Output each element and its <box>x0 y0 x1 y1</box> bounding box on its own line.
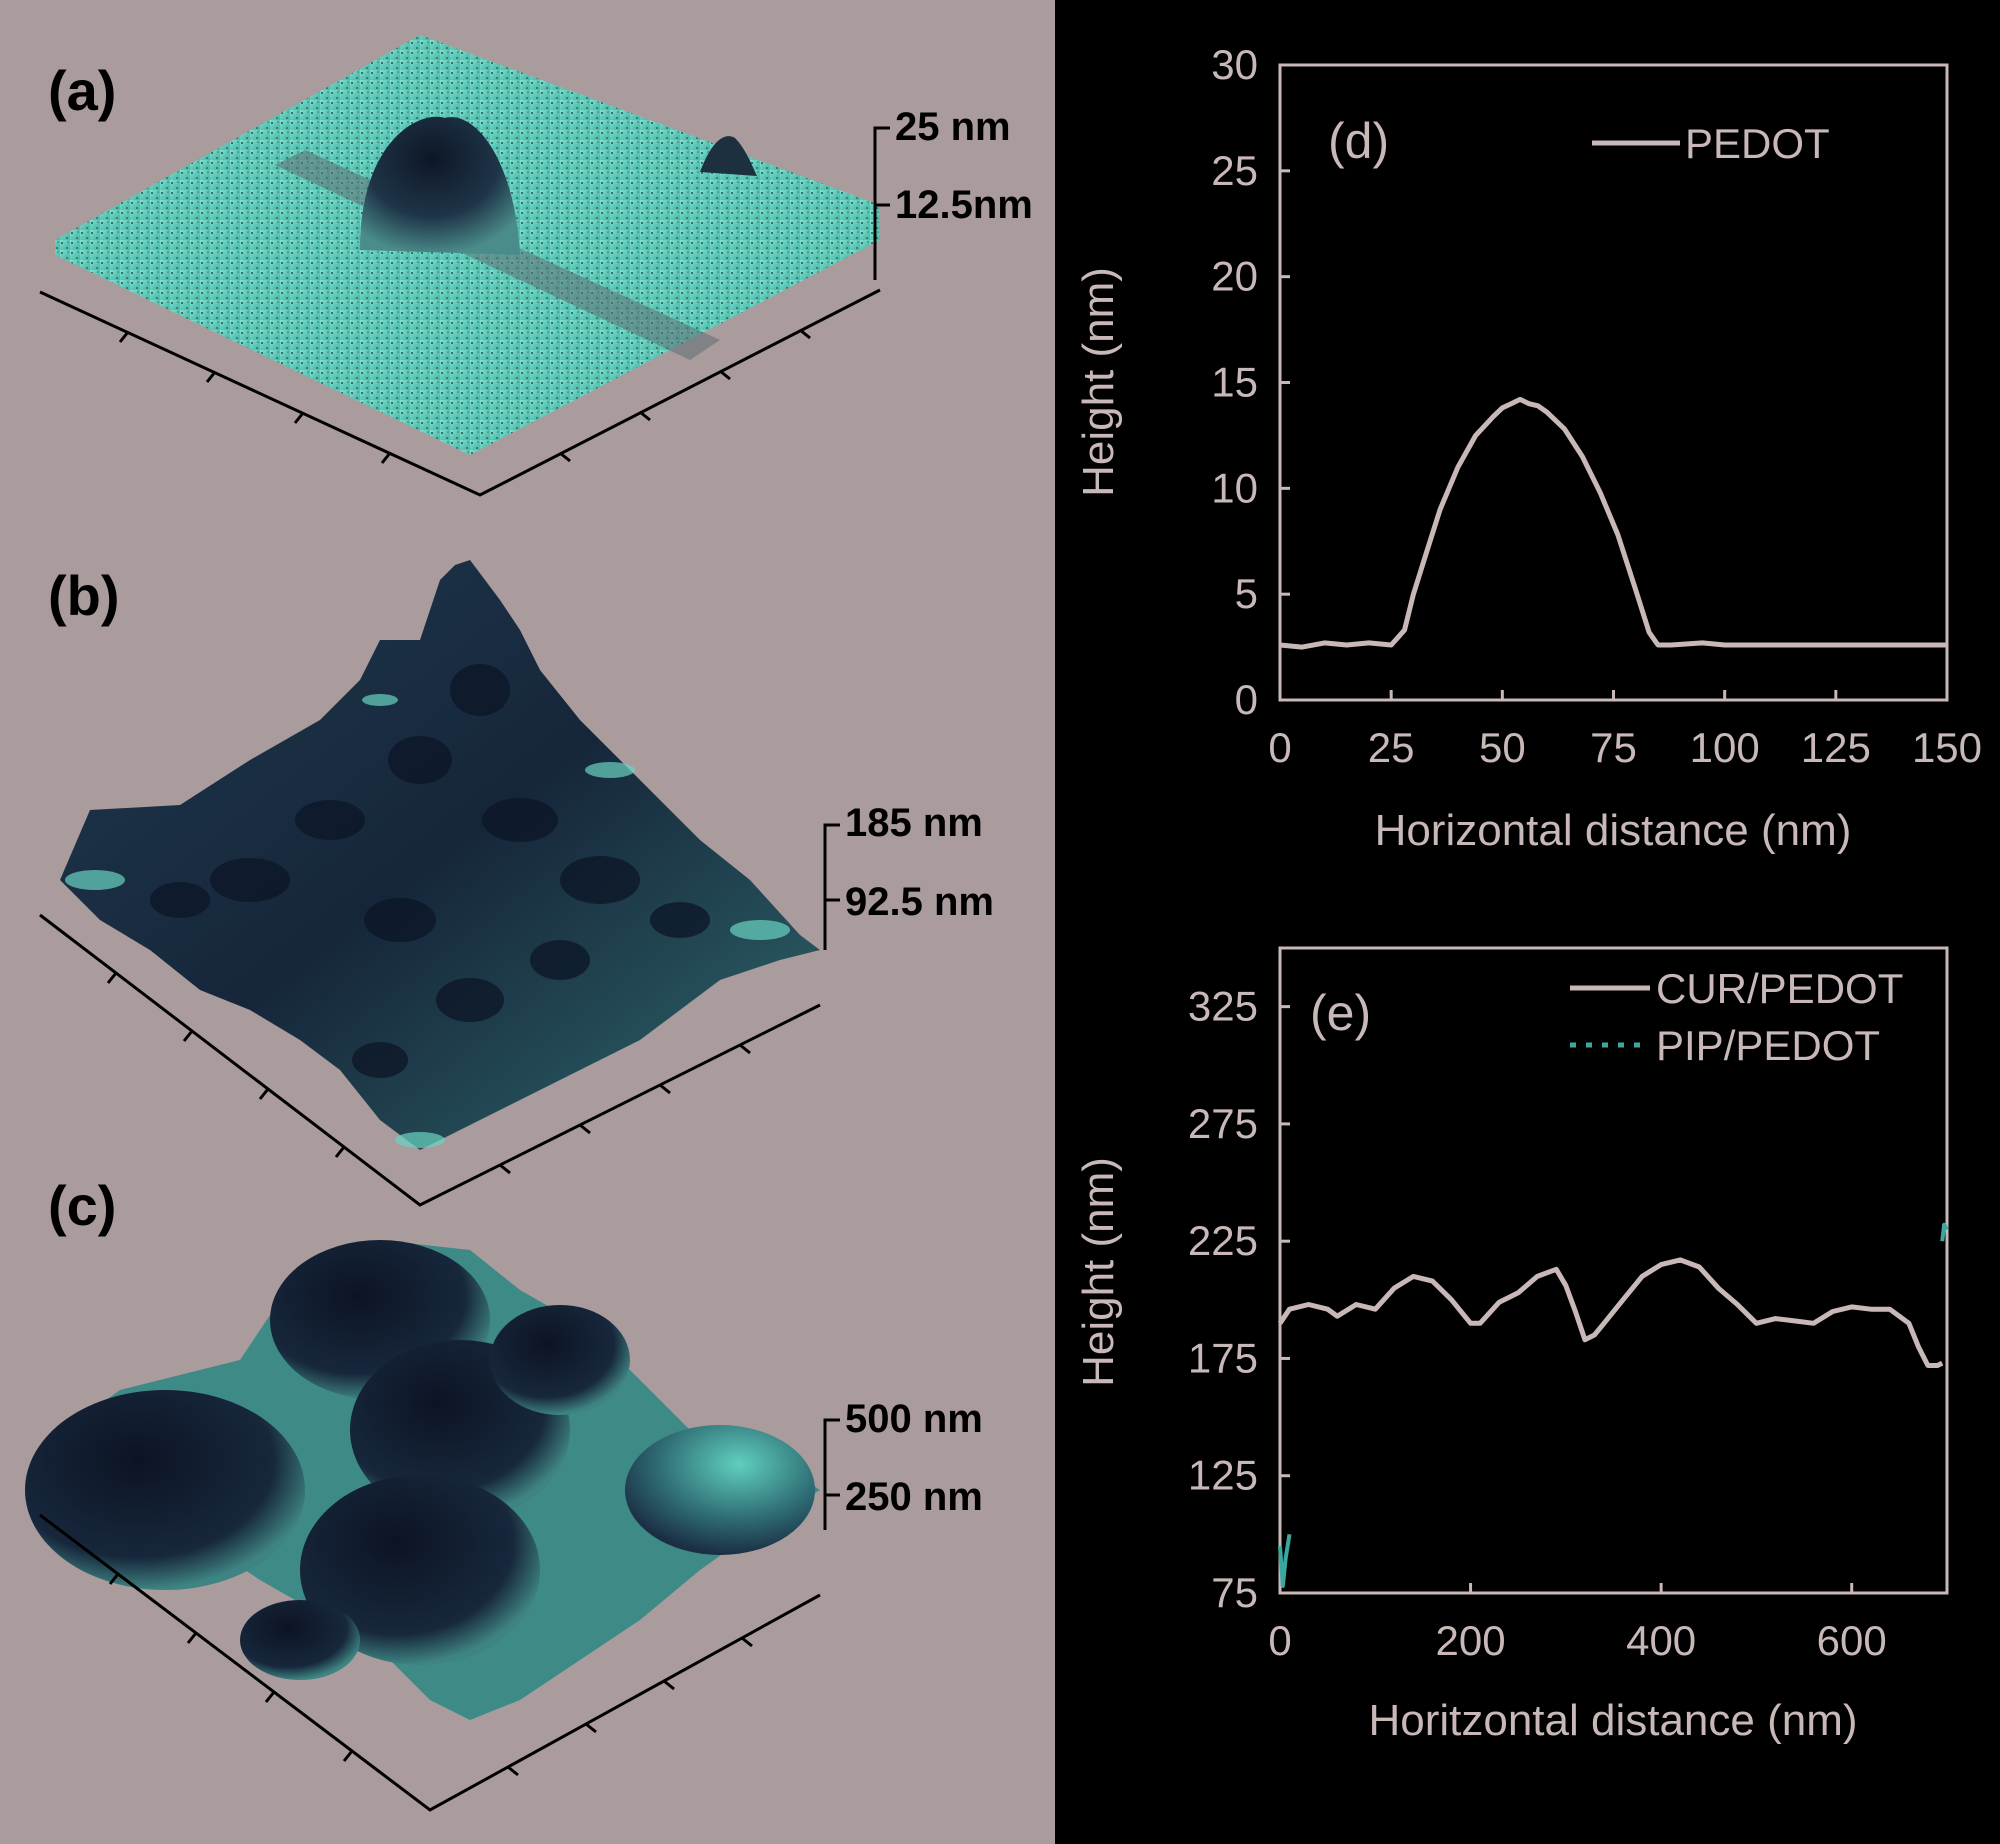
chart-d-xtick-label: 75 <box>1590 724 1637 771</box>
panel-c: (c) 500 nm 250 nm <box>25 1174 983 1812</box>
chart-e-ytick-label: 225 <box>1188 1217 1258 1264</box>
panel-c-z-axis <box>823 1418 840 1530</box>
panel-c-dome <box>300 1475 540 1665</box>
panel-b-z-axis <box>823 823 840 950</box>
chart-d-legend-label: PEDOT <box>1685 120 1830 167</box>
panel-c-z-top: 500 nm <box>845 1397 983 1441</box>
chart-d-xtick-label: 25 <box>1368 724 1415 771</box>
panel-a-peak <box>360 116 520 255</box>
panel-c-dome <box>490 1305 630 1415</box>
panel-a-z-axis <box>873 126 890 280</box>
chart-d-ytick-label: 10 <box>1211 464 1258 511</box>
panel-c-ticks <box>108 1573 753 1777</box>
chart-e-legend-label-pip: PIP/PEDOT <box>1656 1022 1880 1069</box>
chart-d-xlabel: Horizontal distance (nm) <box>1375 806 1852 855</box>
chart-e-ytick-label: 275 <box>1188 1100 1258 1147</box>
chart-d-xtick-label: 50 <box>1479 724 1526 771</box>
panel-b-highlights <box>65 694 790 1148</box>
panel-b-z-mid: 92.5 nm <box>845 880 994 924</box>
chart-e-ytick-label: 125 <box>1188 1452 1258 1499</box>
panel-c-dome <box>25 1390 305 1590</box>
panel-a: (a) 25 nm 12.5nm <box>39 35 1033 497</box>
chart-e-xtick-label: 400 <box>1626 1617 1696 1664</box>
chart-d-ytick-label: 30 <box>1211 41 1258 88</box>
panel-a-label: (a) <box>48 59 116 122</box>
panel-a-ticks <box>118 328 811 464</box>
panel-b-label: (b) <box>48 564 120 627</box>
chart-e-ytick-label: 175 <box>1188 1334 1258 1381</box>
chart-d-xtick-label: 0 <box>1268 724 1291 771</box>
chart-e-xtick-label: 200 <box>1436 1617 1506 1664</box>
chart-d-panel-label: (d) <box>1328 113 1389 169</box>
chart-d-ytick-label: 15 <box>1211 359 1258 406</box>
chart-d-xtick-label: 150 <box>1912 724 1982 771</box>
chart-e-ylabel: Height (nm) <box>1074 1157 1123 1387</box>
chart-d-xtick-label: 125 <box>1801 724 1871 771</box>
chart-d: 0 25 50 75 100 125 150 0 5 10 15 20 25 30 (d) PEDOT H… <box>1074 41 1982 855</box>
chart-e-xlabel: Horitzontal distance (nm) <box>1368 1696 1857 1745</box>
chart-d-ytick-label: 20 <box>1211 253 1258 300</box>
panel-a-base-axis <box>39 288 881 497</box>
chart-e-ytick-label: 75 <box>1211 1569 1258 1616</box>
panel-b-ticks <box>106 972 751 1175</box>
panel-a-z-mid: 12.5nm <box>895 183 1033 227</box>
panel-c-dome <box>625 1425 815 1555</box>
panel-a-z-top: 25 nm <box>895 105 1011 149</box>
panel-a-small-peak <box>700 136 757 176</box>
panel-b-texture <box>150 664 710 1078</box>
chart-e-ytick-label: 325 <box>1188 983 1258 1030</box>
chart-d-ytick-label: 5 <box>1235 570 1258 617</box>
panel-c-label: (c) <box>48 1174 116 1237</box>
panel-b-z-top: 185 nm <box>845 801 983 845</box>
chart-e-panel-label: (e) <box>1310 985 1371 1041</box>
chart-e-legend-label-cur: CUR/PEDOT <box>1656 965 1903 1012</box>
panel-c-base-axis <box>39 1513 821 1812</box>
panel-b: (b) 185 nm 92.5 nm <box>39 560 994 1207</box>
chart-e-plot-frame <box>1278 946 1949 1595</box>
chart-e-series-pip-line <box>1278 1222 1949 1588</box>
chart-d-series-pedot-line <box>1279 396 1947 650</box>
chart-e: 0 200 400 600 75 125 175 225 275 325 (e) CUR/PEDO… <box>1074 946 1949 1745</box>
chart-e-xtick-label: 600 <box>1817 1617 1887 1664</box>
chart-d-ytick-label: 0 <box>1235 676 1258 723</box>
panel-b-surface <box>60 560 820 1150</box>
panel-b-base-axis <box>39 913 821 1207</box>
chart-d-ytick-label: 25 <box>1211 147 1258 194</box>
chart-d-xtick-label: 100 <box>1690 724 1760 771</box>
chart-e-xtick-label: 0 <box>1268 1617 1291 1664</box>
chart-d-ylabel: Height (nm) <box>1074 267 1123 497</box>
panel-c-z-mid: 250 nm <box>845 1475 983 1519</box>
panel-c-dome <box>240 1600 360 1680</box>
chart-e-series-cur-line <box>1277 1257 1944 1368</box>
